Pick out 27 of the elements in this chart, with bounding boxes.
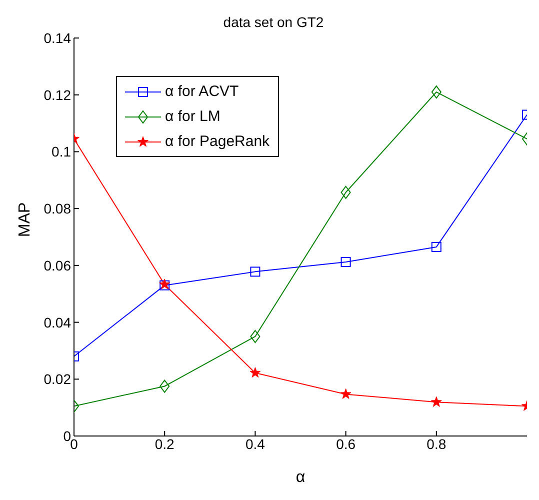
point <box>250 266 260 277</box>
y-tick-label: 0.06 <box>44 257 72 274</box>
point <box>340 257 351 268</box>
y-tick-label: 0.12 <box>44 86 72 103</box>
x-tick-label: 0.4 <box>245 436 266 452</box>
legend-label: α for PageRank <box>165 133 270 150</box>
x-tick-label: 0.6 <box>336 436 356 452</box>
y-tick-label: 0.02 <box>44 371 72 388</box>
chart-title: data set on GT2 <box>222 14 325 30</box>
x-tick-label: 0.8 <box>426 436 446 452</box>
point <box>431 86 442 99</box>
point <box>430 396 442 407</box>
legend-label: α for ACVT <box>165 83 239 100</box>
y-tick-label: 0.08 <box>44 200 72 217</box>
point <box>340 388 352 399</box>
y-tick-label: 0.14 <box>44 30 72 46</box>
point <box>250 330 260 343</box>
point <box>160 380 170 393</box>
y-tick-label: 0.04 <box>44 314 72 330</box>
x-axis-title: α <box>296 469 306 486</box>
y-tick-label: 0.1 <box>52 144 72 160</box>
point <box>340 186 351 199</box>
legend-label: α for LM <box>165 108 220 125</box>
point <box>250 367 261 378</box>
x-tick-label: 0.2 <box>154 436 175 452</box>
y-axis-title: MAP <box>16 202 34 237</box>
point <box>431 242 442 252</box>
